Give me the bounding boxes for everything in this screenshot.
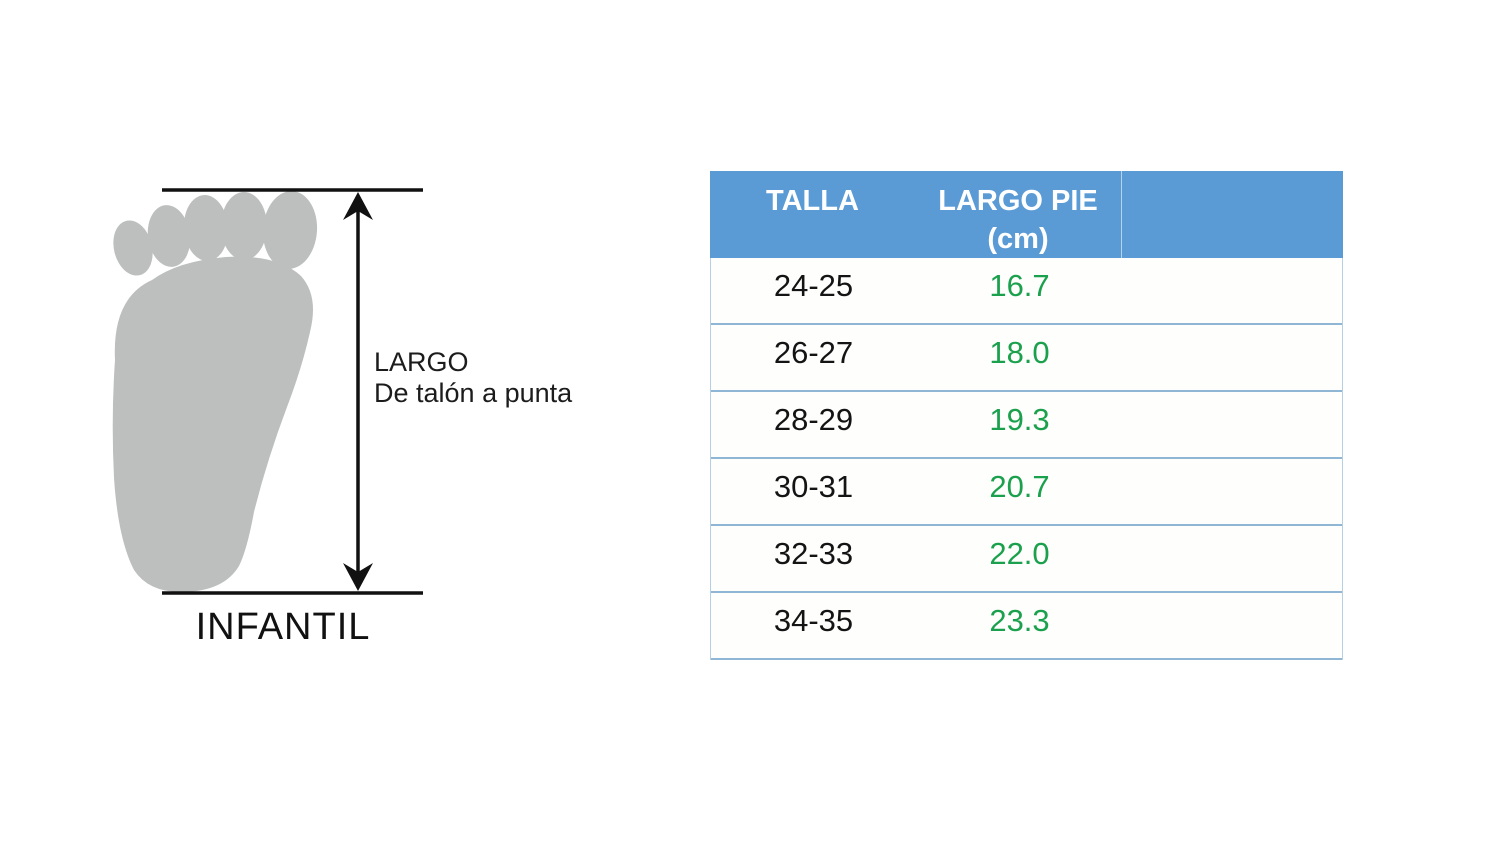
toe-icon (113, 220, 153, 276)
largo-cell: 16.7 (989, 268, 1050, 303)
table-row: 34-35 23.3 (711, 593, 1342, 660)
table-row: 30-31 20.7 (711, 459, 1342, 526)
largo-cell: 19.3 (989, 402, 1050, 437)
foot-sole-shape (112, 256, 313, 593)
talla-cell: 30-31 (773, 469, 854, 504)
table-row: 28-29 19.3 (711, 392, 1342, 459)
header-talla: TALLA (766, 185, 859, 217)
toe-icon (147, 205, 191, 267)
header-largo-line2: (cm) (987, 223, 1049, 255)
talla-cell: 32-33 (773, 536, 854, 571)
empty-cell (1123, 593, 1342, 658)
largo-cell: 22.0 (989, 536, 1050, 571)
header-empty-cell (1122, 171, 1343, 258)
largo-cell: 23.3 (989, 603, 1050, 638)
talla-cell: 24-25 (773, 268, 854, 303)
talla-cell: 34-35 (773, 603, 854, 638)
table-header: TALLA LARGO PIE (cm) (710, 171, 1343, 258)
measure-arrow-icon (343, 192, 373, 591)
foot-diagram (112, 188, 423, 595)
measure-label: LARGO De talón a punta (374, 347, 572, 409)
measure-label-line2: De talón a punta (374, 378, 573, 408)
header-largo-line1: LARGO PIE (938, 185, 1098, 217)
empty-cell (1123, 392, 1342, 457)
talla-cell: 28-29 (773, 402, 854, 437)
measure-label-line1: LARGO (374, 347, 469, 377)
empty-cell (1123, 526, 1342, 591)
table-body: 24-25 16.7 26-27 18.0 28-29 19.3 30-31 2… (710, 258, 1343, 660)
size-table: TALLA LARGO PIE (cm) 24-25 16.7 26-27 18… (710, 171, 1343, 660)
empty-cell (1123, 325, 1342, 390)
table-row: 26-27 18.0 (711, 325, 1342, 392)
largo-cell: 18.0 (989, 335, 1050, 370)
table-row: 24-25 16.7 (711, 258, 1342, 325)
table-row: 32-33 22.0 (711, 526, 1342, 593)
figure-caption: INFANTIL (195, 606, 371, 648)
toe-icon (183, 195, 229, 261)
largo-cell: 20.7 (989, 469, 1050, 504)
toe-icon (221, 192, 267, 260)
header-largo-pie: LARGO PIE (cm) (915, 171, 1122, 258)
empty-cell (1123, 459, 1342, 524)
big-toe-icon (262, 191, 318, 269)
empty-cell (1123, 258, 1342, 323)
talla-cell: 26-27 (773, 335, 854, 370)
